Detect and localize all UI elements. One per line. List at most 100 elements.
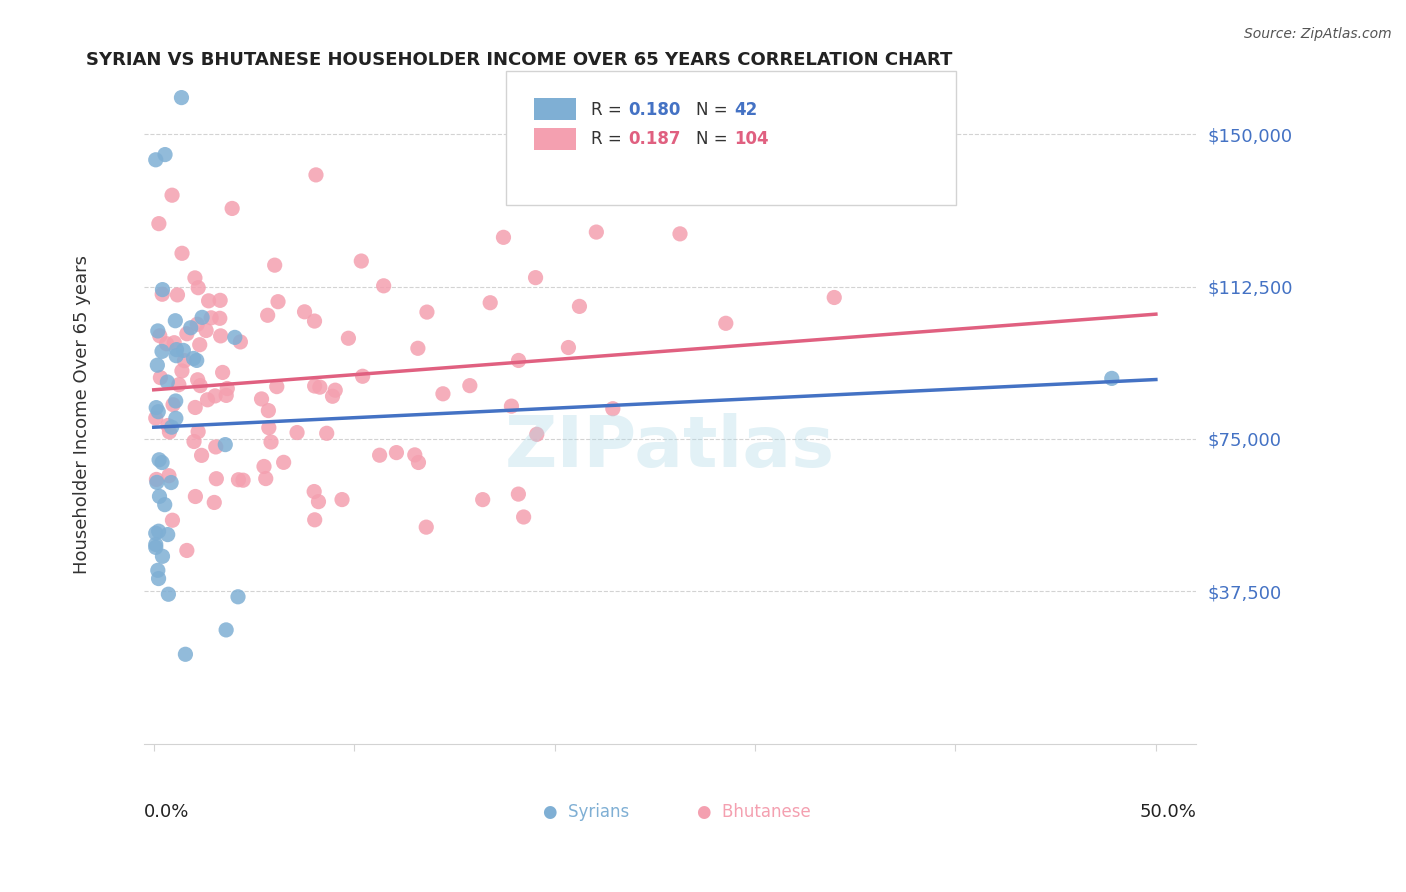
Point <box>166 343 188 357</box>
Point <box>257 403 280 417</box>
Point <box>183 351 205 366</box>
Point <box>508 353 530 368</box>
Point <box>215 623 238 637</box>
Point <box>187 425 209 439</box>
Point <box>150 456 173 470</box>
Point <box>149 328 172 343</box>
Point <box>226 590 249 604</box>
Point <box>209 293 232 308</box>
Point <box>187 281 209 295</box>
Point <box>304 314 326 328</box>
Point <box>479 295 502 310</box>
Point <box>160 188 183 202</box>
Point <box>257 420 280 434</box>
Point <box>273 455 295 469</box>
Point <box>415 520 437 534</box>
Point <box>145 153 167 167</box>
Point <box>145 526 167 541</box>
Point <box>145 537 167 551</box>
Point <box>217 382 239 396</box>
Text: Source: ZipAtlas.com: Source: ZipAtlas.com <box>1244 27 1392 41</box>
Point <box>195 324 218 338</box>
Point <box>260 435 283 450</box>
Point <box>323 383 346 397</box>
Point <box>160 475 183 490</box>
Point <box>267 294 290 309</box>
Point <box>204 389 226 403</box>
Point <box>170 90 193 104</box>
Text: 50.0%: 50.0% <box>1139 803 1197 821</box>
Point <box>205 472 228 486</box>
Point <box>208 311 231 326</box>
Point <box>160 420 183 434</box>
Point <box>157 468 180 483</box>
Point <box>214 437 236 451</box>
Point <box>165 411 187 425</box>
Point <box>184 490 207 504</box>
Point <box>156 418 179 433</box>
Point <box>330 492 353 507</box>
Point <box>180 320 202 334</box>
Point <box>197 293 219 308</box>
Point <box>174 648 197 662</box>
Point <box>501 399 523 413</box>
Point <box>145 411 167 425</box>
Text: R =: R = <box>591 130 627 148</box>
Point <box>146 358 169 372</box>
Point <box>188 378 211 392</box>
Point <box>602 401 624 416</box>
Point <box>221 202 243 216</box>
Point <box>157 587 180 601</box>
Point <box>165 314 187 328</box>
Point <box>408 455 430 469</box>
Point <box>557 341 579 355</box>
Point <box>322 389 344 403</box>
Point <box>224 330 246 344</box>
Point <box>146 324 169 338</box>
Point <box>294 305 316 319</box>
Point <box>305 168 328 182</box>
Text: 42: 42 <box>734 101 758 119</box>
Point <box>149 370 172 384</box>
Point <box>471 492 494 507</box>
Point <box>254 472 277 486</box>
Point <box>145 472 167 486</box>
Point <box>350 254 373 268</box>
Point <box>146 475 169 490</box>
Point <box>202 495 225 509</box>
Point <box>669 227 692 241</box>
Point <box>526 427 548 442</box>
Point <box>163 335 186 350</box>
Point <box>146 563 169 577</box>
Point <box>155 336 177 351</box>
Point <box>337 331 360 345</box>
Point <box>172 343 194 358</box>
Point <box>165 349 187 363</box>
Text: SYRIAN VS BHUTANESE HOUSEHOLDER INCOME OVER 65 YEARS CORRELATION CHART: SYRIAN VS BHUTANESE HOUSEHOLDER INCOME O… <box>86 51 952 69</box>
Point <box>183 434 205 449</box>
Point <box>162 513 184 527</box>
Point <box>302 484 325 499</box>
Point <box>176 543 198 558</box>
Point <box>152 549 174 564</box>
Point <box>187 373 209 387</box>
Point <box>308 494 330 508</box>
Point <box>309 380 332 394</box>
Text: 104: 104 <box>734 130 769 148</box>
Point <box>188 337 211 351</box>
Point <box>170 246 193 260</box>
Point <box>204 440 226 454</box>
Point <box>458 378 481 392</box>
Text: ●  Bhutanese: ● Bhutanese <box>697 803 811 821</box>
Point <box>148 452 170 467</box>
Point <box>186 318 208 332</box>
Point <box>148 405 170 419</box>
Point <box>148 217 170 231</box>
Text: 0.187: 0.187 <box>628 130 681 148</box>
Point <box>714 316 737 330</box>
Point <box>229 334 252 349</box>
Point <box>1101 371 1123 385</box>
Point <box>152 283 174 297</box>
Point <box>209 329 232 343</box>
Point <box>145 401 167 415</box>
